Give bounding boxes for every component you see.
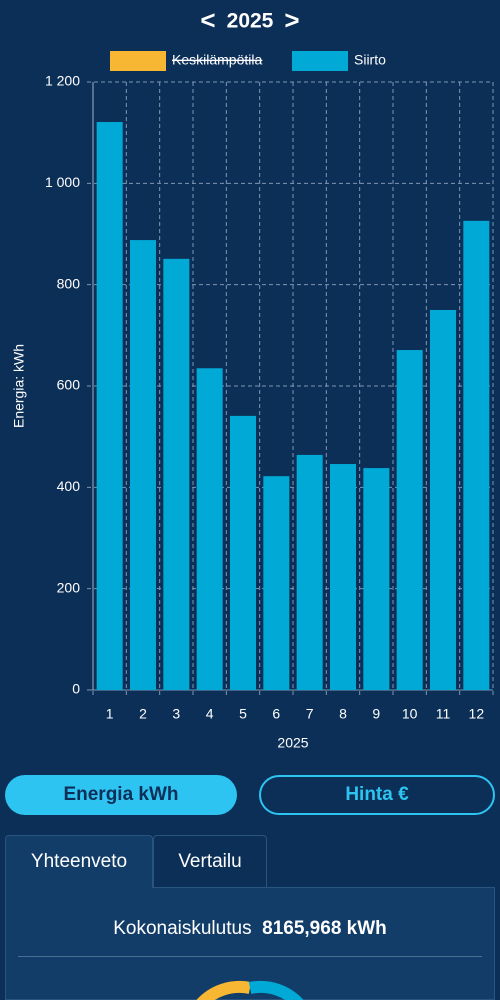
- bar: [130, 240, 156, 690]
- x-tick-label: 8: [339, 706, 347, 722]
- donut: [196, 980, 304, 1000]
- y-tick-label: 1 000: [45, 174, 80, 190]
- x-tick-label: 2: [139, 706, 147, 722]
- y-tick-label: 1 200: [45, 73, 80, 89]
- summary-panel: [5, 887, 495, 1000]
- compare-tab[interactable]: Vertailu: [153, 835, 267, 887]
- legend-label[interactable]: Siirto: [354, 52, 386, 68]
- x-axis-label: 2025: [277, 735, 308, 751]
- year: 2025: [227, 10, 274, 33]
- bar: [363, 468, 390, 690]
- bar: [296, 454, 323, 690]
- x-tick-label: 3: [172, 706, 180, 722]
- bar: [230, 415, 256, 690]
- bar: [396, 350, 423, 690]
- summary-value: 8165,968 kWh: [262, 918, 387, 939]
- x-tick-label: 10: [402, 706, 418, 722]
- energy-button[interactable]: Energia kWh: [5, 775, 237, 815]
- legend-swatch[interactable]: [292, 51, 348, 71]
- price-button[interactable]: Hinta €: [259, 775, 495, 815]
- y-tick-label: 400: [57, 478, 81, 494]
- summary-line: Kokonaiskulutus 8165,968 kWh: [0, 918, 500, 940]
- chart: < 2025 > Energia: kWh 2025 Keskilämpötil…: [11, 5, 494, 751]
- bar: [196, 368, 223, 690]
- y-tick-label: 200: [57, 579, 81, 595]
- donut-segment: [196, 980, 252, 1000]
- donut-segment: [248, 980, 304, 1000]
- y-tick-label: 600: [57, 377, 81, 393]
- x-tick-label: 4: [206, 706, 214, 722]
- prev-year[interactable]: <: [200, 5, 215, 35]
- divider: [18, 956, 482, 957]
- legend-swatch[interactable]: [110, 51, 166, 71]
- y-tick-label: 0: [72, 681, 80, 697]
- bar: [96, 122, 123, 690]
- summary-label: Kokonaiskulutus: [113, 918, 252, 939]
- x-tick-label: 5: [239, 706, 247, 722]
- legend-label[interactable]: Keskilämpötila: [172, 52, 262, 68]
- x-tick-label: 6: [272, 706, 280, 722]
- x-tick-label: 12: [469, 706, 485, 722]
- x-tick-label: 11: [436, 706, 451, 722]
- bar: [163, 258, 190, 690]
- x-tick-label: 7: [306, 706, 314, 722]
- bar: [330, 464, 356, 690]
- bar: [463, 220, 490, 690]
- y-tick-label: 800: [57, 275, 81, 291]
- bar: [430, 310, 456, 690]
- x-tick-label: 9: [372, 706, 380, 722]
- summary-tab[interactable]: Yhteenveto: [5, 835, 153, 888]
- x-tick-label: 1: [106, 706, 114, 722]
- y-axis-label: Energia: kWh: [11, 344, 27, 428]
- bar: [263, 476, 290, 690]
- next-year[interactable]: >: [284, 5, 299, 35]
